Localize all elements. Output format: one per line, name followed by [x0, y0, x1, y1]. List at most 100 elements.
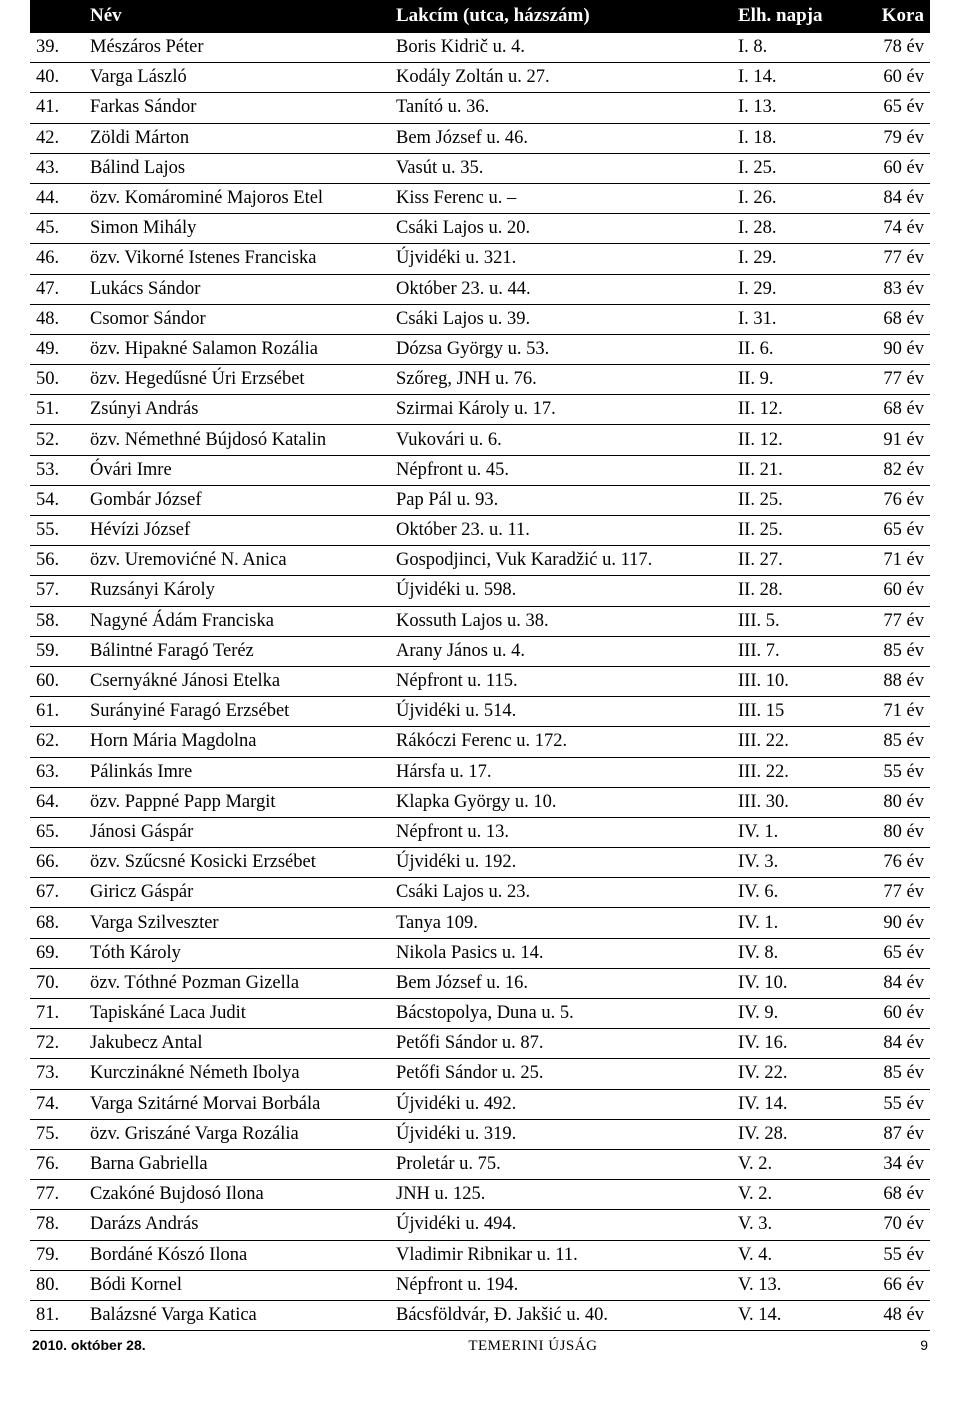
cell-num: 56. — [30, 546, 84, 576]
header-addr: Lakcím (utca, házszám) — [390, 0, 732, 33]
cell-age: 68 év — [840, 304, 930, 334]
cell-age: 60 év — [840, 63, 930, 93]
cell-addr: Tanya 109. — [390, 908, 732, 938]
cell-date: III. 5. — [732, 606, 840, 636]
cell-age: 77 év — [840, 244, 930, 274]
cell-date: I. 28. — [732, 214, 840, 244]
cell-age: 60 év — [840, 153, 930, 183]
table-row: 42.Zöldi MártonBem József u. 46.I. 18.79… — [30, 123, 930, 153]
cell-num: 69. — [30, 938, 84, 968]
cell-addr: Csáki Lajos u. 39. — [390, 304, 732, 334]
cell-num: 50. — [30, 365, 84, 395]
cell-date: IV. 1. — [732, 817, 840, 847]
cell-date: I. 8. — [732, 33, 840, 63]
table-row: 75.özv. Griszáné Varga RozáliaÚjvidéki u… — [30, 1119, 930, 1149]
table-header-row: Név Lakcím (utca, házszám) Elh. napja Ko… — [30, 0, 930, 33]
cell-age: 55 év — [840, 1240, 930, 1270]
cell-num: 52. — [30, 425, 84, 455]
cell-date: V. 13. — [732, 1270, 840, 1300]
cell-addr: Petőfi Sándor u. 87. — [390, 1029, 732, 1059]
cell-name: Ruzsányi Károly — [84, 576, 390, 606]
cell-addr: Rákóczi Ferenc u. 172. — [390, 727, 732, 757]
cell-date: II. 27. — [732, 546, 840, 576]
cell-addr: Népfront u. 115. — [390, 666, 732, 696]
cell-name: Varga Szitárné Morvai Borbála — [84, 1089, 390, 1119]
cell-num: 57. — [30, 576, 84, 606]
cell-addr: Vukovári u. 6. — [390, 425, 732, 455]
cell-addr: Gospodjinci, Vuk Karadžić u. 117. — [390, 546, 732, 576]
table-row: 43.Bálind LajosVasút u. 35.I. 25.60 év — [30, 153, 930, 183]
table-row: 61.Surányiné Faragó ErzsébetÚjvidéki u. … — [30, 697, 930, 727]
cell-name: Jánosi Gáspár — [84, 817, 390, 847]
cell-date: IV. 10. — [732, 968, 840, 998]
page-footer: 2010. október 28. TEMERINI ÚJSÁG 9 — [30, 1331, 930, 1355]
cell-num: 43. — [30, 153, 84, 183]
cell-addr: Újvidéki u. 494. — [390, 1210, 732, 1240]
cell-age: 85 év — [840, 727, 930, 757]
cell-age: 70 év — [840, 1210, 930, 1240]
cell-num: 74. — [30, 1089, 84, 1119]
cell-num: 53. — [30, 455, 84, 485]
cell-name: Horn Mária Magdolna — [84, 727, 390, 757]
cell-name: Tapiskáné Laca Judit — [84, 999, 390, 1029]
table-body: 39.Mészáros PéterBoris Kidrič u. 4.I. 8.… — [30, 33, 930, 1331]
cell-name: özv. Némethné Bújdosó Katalin — [84, 425, 390, 455]
table-row: 62.Horn Mária MagdolnaRákóczi Ferenc u. … — [30, 727, 930, 757]
cell-addr: Kodály Zoltán u. 27. — [390, 63, 732, 93]
cell-addr: Dózsa György u. 53. — [390, 334, 732, 364]
cell-date: III. 22. — [732, 757, 840, 787]
cell-addr: Kiss Ferenc u. – — [390, 183, 732, 213]
table-row: 69.Tóth KárolyNikola Pasics u. 14.IV. 8.… — [30, 938, 930, 968]
cell-num: 55. — [30, 516, 84, 546]
cell-date: II. 25. — [732, 516, 840, 546]
cell-addr: Vladimir Ribnikar u. 11. — [390, 1240, 732, 1270]
cell-num: 71. — [30, 999, 84, 1029]
cell-addr: Hársfa u. 17. — [390, 757, 732, 787]
cell-num: 58. — [30, 606, 84, 636]
table-row: 68.Varga SzilveszterTanya 109.IV. 1.90 é… — [30, 908, 930, 938]
cell-num: 44. — [30, 183, 84, 213]
cell-num: 81. — [30, 1300, 84, 1330]
cell-num: 76. — [30, 1149, 84, 1179]
cell-age: 87 év — [840, 1119, 930, 1149]
cell-name: Csomor Sándor — [84, 304, 390, 334]
table-row: 67.Giricz GáspárCsáki Lajos u. 23.IV. 6.… — [30, 878, 930, 908]
cell-num: 80. — [30, 1270, 84, 1300]
cell-num: 67. — [30, 878, 84, 908]
cell-num: 65. — [30, 817, 84, 847]
cell-addr: Népfront u. 45. — [390, 455, 732, 485]
cell-age: 90 év — [840, 908, 930, 938]
cell-addr: Nikola Pasics u. 14. — [390, 938, 732, 968]
cell-addr: Vasút u. 35. — [390, 153, 732, 183]
cell-date: III. 22. — [732, 727, 840, 757]
cell-addr: Népfront u. 13. — [390, 817, 732, 847]
table-row: 78.Darázs AndrásÚjvidéki u. 494.V. 3.70 … — [30, 1210, 930, 1240]
cell-name: özv. Szűcsné Kosicki Erzsébet — [84, 848, 390, 878]
cell-date: V. 14. — [732, 1300, 840, 1330]
cell-num: 60. — [30, 666, 84, 696]
table-row: 74.Varga Szitárné Morvai BorbálaÚjvidéki… — [30, 1089, 930, 1119]
cell-date: I. 25. — [732, 153, 840, 183]
table-row: 80.Bódi KornelNépfront u. 194.V. 13.66 é… — [30, 1270, 930, 1300]
cell-num: 75. — [30, 1119, 84, 1149]
cell-name: Darázs András — [84, 1210, 390, 1240]
cell-date: IV. 8. — [732, 938, 840, 968]
cell-name: Kurczinákné Németh Ibolya — [84, 1059, 390, 1089]
cell-num: 41. — [30, 93, 84, 123]
table-row: 56.özv. Uremovićné N. AnicaGospodjinci, … — [30, 546, 930, 576]
cell-age: 78 év — [840, 33, 930, 63]
table-row: 72.Jakubecz AntalPetőfi Sándor u. 87.IV.… — [30, 1029, 930, 1059]
cell-num: 61. — [30, 697, 84, 727]
cell-date: II. 28. — [732, 576, 840, 606]
cell-addr: Arany János u. 4. — [390, 636, 732, 666]
cell-age: 80 év — [840, 817, 930, 847]
cell-date: II. 12. — [732, 425, 840, 455]
cell-num: 45. — [30, 214, 84, 244]
table-row: 71.Tapiskáné Laca JuditBácstopolya, Duna… — [30, 999, 930, 1029]
cell-addr: Bácstopolya, Duna u. 5. — [390, 999, 732, 1029]
header-name: Név — [84, 0, 390, 33]
table-row: 70.özv. Tóthné Pozman GizellaBem József … — [30, 968, 930, 998]
cell-date: II. 25. — [732, 485, 840, 515]
cell-age: 60 év — [840, 576, 930, 606]
cell-name: Bálind Lajos — [84, 153, 390, 183]
